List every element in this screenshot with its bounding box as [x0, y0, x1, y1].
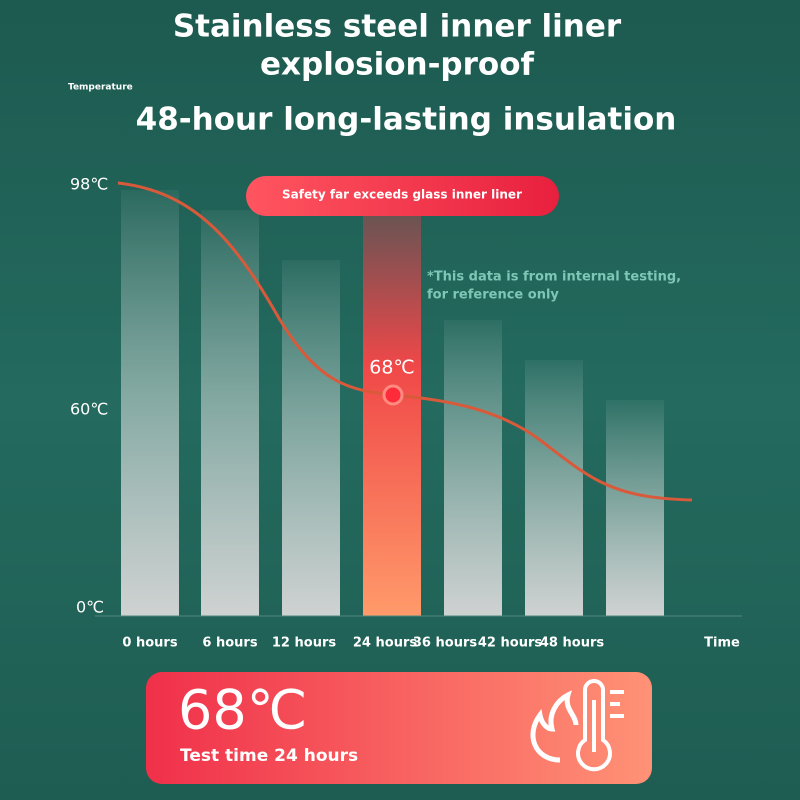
thermometer-icon [530, 679, 624, 772]
column-highlight [363, 200, 421, 616]
x-label: 48 hours [540, 636, 604, 651]
y-label: 98℃ [70, 175, 108, 194]
result-caption: Test time 24 hours [180, 746, 358, 766]
badge-text: Safety far exceeds glass inner liner [282, 188, 522, 202]
point [382, 384, 404, 406]
x-label: 24 hours [353, 636, 417, 651]
y-label: 60℃ [70, 400, 108, 419]
note: for reference only [427, 288, 559, 303]
column [282, 260, 340, 616]
column [444, 320, 502, 616]
subtitle: 48-hour long-lasting insulation [136, 102, 677, 138]
x-label: 36 hours [413, 636, 477, 651]
column [606, 400, 664, 616]
title: explosion-proof [260, 47, 535, 83]
point-label: 68℃ [369, 357, 415, 379]
result-card [146, 672, 652, 784]
y-label: 0℃ [76, 598, 104, 617]
title: Stainless steel inner liner [173, 9, 622, 45]
y-axis-title: Temperature [68, 83, 133, 93]
badge [246, 176, 559, 216]
result-value: 68℃ [178, 679, 307, 742]
x-label: 0 hours [122, 636, 177, 651]
x-axis-title: Time [704, 636, 740, 651]
column [201, 210, 259, 616]
column [121, 190, 179, 616]
x-label: 6 hours [202, 636, 257, 651]
column [525, 360, 583, 616]
columns [121, 190, 664, 616]
note: *This data is from internal testing, [427, 270, 681, 285]
x-label: 42 hours [478, 636, 542, 651]
x-label: 12 hours [272, 636, 336, 651]
